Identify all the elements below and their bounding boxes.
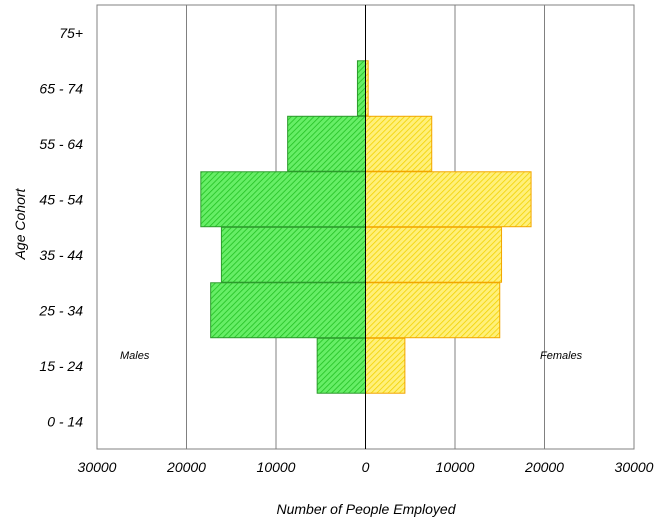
legend-females-label: Females [540, 350, 583, 362]
bar-males-5 [287, 115, 367, 172]
bar-males-1 [316, 337, 367, 394]
x-tick-label: 0 [362, 459, 370, 475]
y-tick-label: 65 - 74 [39, 80, 83, 96]
y-tick-label: 75+ [59, 25, 83, 41]
x-tick-label: 20000 [166, 459, 206, 475]
bar-females-1 [365, 337, 406, 394]
y-tick-label: 45 - 54 [39, 191, 83, 207]
x-tick-label: 20000 [524, 459, 564, 475]
y-tick-label: 55 - 64 [39, 136, 83, 152]
x-tick-label: 30000 [615, 459, 654, 475]
x-tick-label: 10000 [436, 459, 475, 475]
x-tick-labels: 30000 20000 10000 0 10000 20000 30000 [78, 459, 654, 475]
bar-females-3 [365, 226, 503, 283]
x-tick-label: 10000 [257, 459, 296, 475]
y-tick-label: 25 - 34 [38, 302, 83, 318]
y-axis-title: Age Cohort [12, 187, 28, 260]
bar-males-2 [210, 282, 366, 339]
x-axis-title: Number of People Employed [277, 501, 457, 517]
bars [200, 60, 532, 394]
y-tick-label: 35 - 44 [39, 247, 83, 263]
y-tick-label: 0 - 14 [47, 413, 83, 429]
bar-males-3 [220, 226, 366, 283]
bar-females-4 [365, 171, 532, 228]
legend-males-label: Males [120, 350, 150, 362]
bar-males-4 [200, 171, 366, 228]
y-tick-label: 15 - 24 [39, 358, 83, 374]
bar-males-6 [356, 60, 367, 117]
x-tick-label: 30000 [78, 459, 117, 475]
y-tick-labels: 0 - 14 15 - 24 25 - 34 35 - 44 45 - 54 55 - 6… [38, 25, 83, 430]
bar-females-2 [365, 282, 501, 339]
bar-females-5 [365, 115, 433, 172]
